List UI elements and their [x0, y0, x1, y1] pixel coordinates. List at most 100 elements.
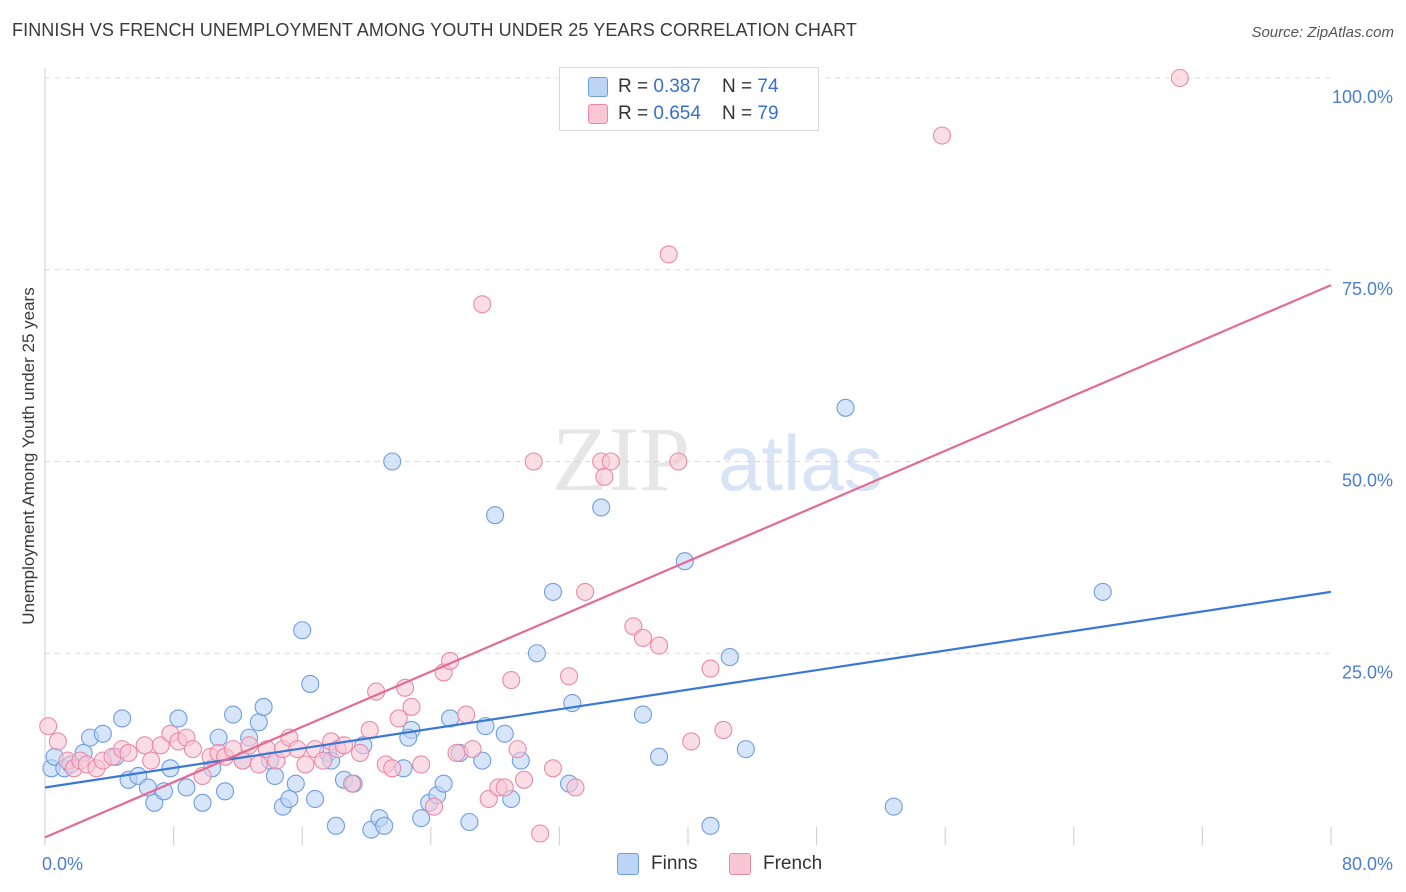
finns-point — [633, 705, 653, 724]
french-point — [543, 759, 563, 778]
finns-point — [93, 724, 112, 743]
y-tick-label-75: 75.0% — [1342, 279, 1393, 299]
french-point — [249, 755, 268, 774]
finns-point — [113, 709, 132, 728]
chart-title: FINNISH VS FRENCH UNEMPLOYMENT AMONG YOU… — [12, 20, 857, 40]
french-point — [1170, 68, 1189, 88]
french-point — [183, 740, 202, 759]
correlation-legend: R = 0.387 N = 74 R = 0.654 N = 79 — [559, 67, 819, 131]
finns-point — [383, 452, 402, 471]
finns-point — [543, 582, 563, 601]
finns-point — [326, 816, 346, 835]
french-point — [514, 770, 534, 789]
french-point — [682, 732, 701, 751]
finns-point — [434, 774, 453, 793]
french-point — [119, 743, 138, 763]
french-point — [932, 126, 952, 145]
french-point — [334, 736, 354, 755]
finns-point — [720, 648, 739, 667]
french-point — [142, 751, 161, 770]
finns-point — [306, 789, 325, 809]
french-point — [650, 636, 669, 655]
finns-legend-swatch — [617, 853, 639, 875]
french-points — [39, 68, 1189, 843]
french-point — [633, 628, 653, 647]
french-point — [559, 667, 579, 686]
finns-point — [169, 709, 188, 728]
french-point — [342, 774, 362, 793]
finns-point — [224, 705, 243, 724]
finns-point — [836, 398, 855, 417]
finns-point — [177, 778, 196, 797]
finns-point — [215, 782, 235, 801]
bottom-legend-french: French — [729, 852, 822, 876]
french-point — [576, 582, 595, 601]
y-tick-label-25: 25.0% — [1342, 662, 1393, 682]
finns-point — [736, 740, 755, 759]
finns-point — [209, 728, 228, 747]
french-point — [389, 709, 408, 728]
french-point — [360, 720, 379, 740]
french-point — [531, 824, 550, 843]
watermark-atlas: atlas — [718, 419, 883, 507]
french-point — [351, 743, 370, 763]
french-legend-label: French — [763, 853, 823, 874]
french-trend-line — [44, 284, 1332, 839]
finns-point — [1093, 582, 1112, 601]
x-tick-label-max: 80.0% — [1342, 854, 1393, 874]
french-point — [566, 778, 585, 797]
finns-trend-line — [44, 590, 1332, 789]
y-tick-labels: 25.0% 50.0% 75.0% 100.0% — [1332, 87, 1393, 682]
finns-point — [650, 747, 669, 766]
french-point — [595, 467, 614, 486]
french-point — [463, 740, 482, 759]
finns-point — [460, 812, 479, 832]
french-point — [457, 705, 476, 724]
finns-point — [301, 674, 320, 693]
finns-point — [486, 506, 505, 525]
y-tick-label-100: 100.0% — [1332, 87, 1393, 107]
french-point — [701, 659, 720, 678]
finns-point — [265, 766, 284, 786]
french-legend-swatch — [729, 853, 751, 875]
french-n-value: 79 — [757, 103, 779, 124]
finns-point — [286, 774, 305, 793]
finns-point — [249, 713, 268, 732]
french-point — [447, 743, 466, 763]
french-point — [502, 671, 521, 690]
finns-legend-label: Finns — [651, 853, 698, 874]
french-point — [524, 452, 543, 471]
trend-lines — [44, 284, 1332, 839]
y-tick-label-50: 50.0% — [1342, 471, 1393, 491]
finns-swatch — [588, 77, 608, 97]
source-label: Source: ZipAtlas.com — [1251, 24, 1394, 41]
finns-point — [375, 816, 394, 835]
x-tick-label-min: 0.0% — [42, 854, 83, 874]
bottom-legend-finns: Finns — [617, 852, 697, 876]
finns-point — [280, 789, 299, 809]
french-point — [296, 755, 315, 774]
french-swatch — [588, 104, 608, 124]
french-point — [714, 720, 733, 740]
finns-point — [495, 724, 514, 743]
finns-point — [254, 697, 273, 716]
french-point — [135, 736, 154, 755]
french-point — [48, 732, 67, 751]
french-point — [601, 452, 620, 471]
french-point — [412, 755, 431, 774]
french-point — [659, 245, 678, 264]
finns-n-label: N = — [722, 76, 758, 97]
finns-r-label: R = — [618, 76, 654, 97]
finns-point — [293, 621, 312, 640]
x-tick-marks — [44, 827, 1332, 845]
french-point — [669, 452, 688, 471]
finns-point — [412, 809, 431, 828]
french-point — [314, 751, 333, 770]
french-point — [39, 717, 58, 736]
finns-point — [193, 793, 212, 812]
french-n-label: N = — [722, 103, 758, 124]
finns-n-value: 74 — [757, 76, 779, 97]
french-point — [402, 697, 421, 716]
watermark-zip: ZIP — [552, 408, 690, 510]
french-r-label: R = — [618, 103, 654, 124]
